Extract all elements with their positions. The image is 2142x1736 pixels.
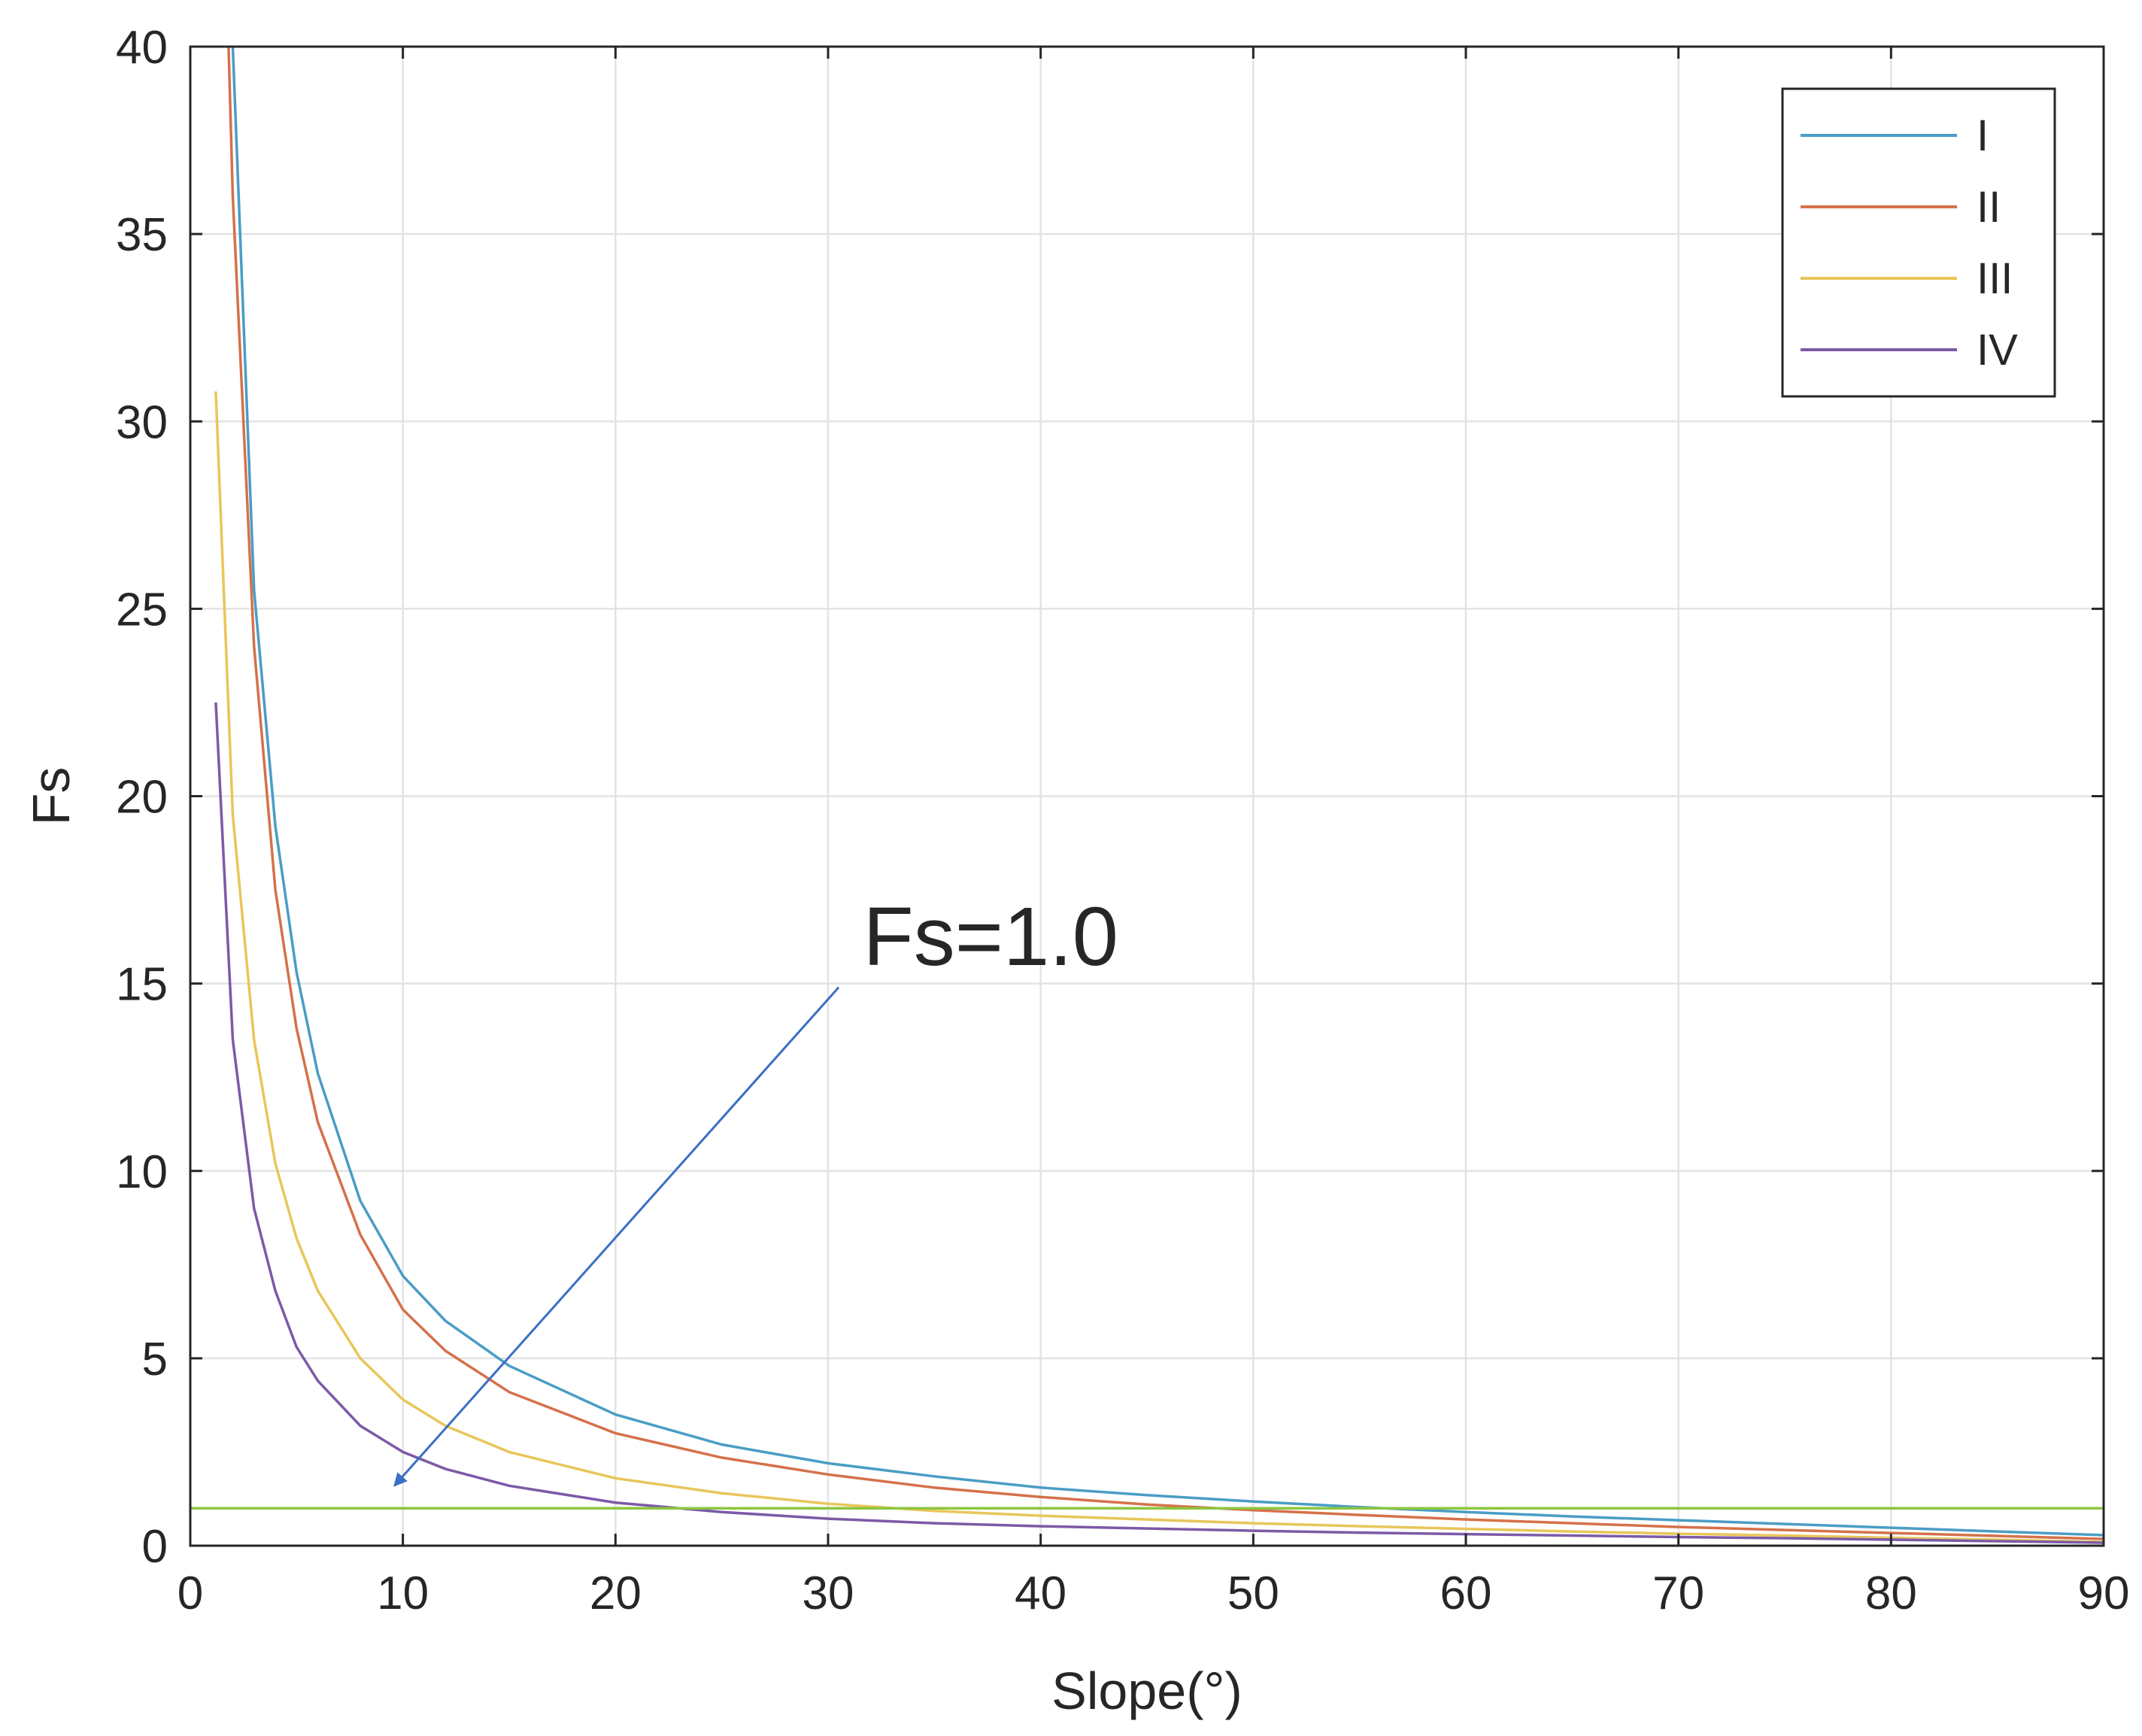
annotation-label: Fs=1.0 [863,891,1118,983]
y-tick-label: 25 [116,584,168,636]
legend-label-I: I [1977,111,1989,160]
tick-layer: 0 10 20 30 40 50 60 70 80 90 0 5 10 15 20 25 30 35 40 [116,22,2129,1619]
legend-box [1781,87,2056,398]
annotation-layer: Fs=1.0 [393,891,1118,1487]
x-tick-label: 0 [177,1568,203,1619]
y-tick-label: 35 [116,209,168,261]
legend-label-III: III [1977,254,2013,303]
series-line-IV [214,702,2104,1544]
x-tick-label: 80 [1865,1568,1917,1619]
x-tick-label: 40 [1015,1568,1066,1619]
y-tick-label: 0 [142,1521,168,1573]
y-tick-label: 15 [116,959,168,1011]
grid-layer [190,47,2104,1546]
legend-label-II: II [1977,183,2001,232]
x-tick-label: 10 [377,1568,429,1619]
legend-label-IV: IV [1977,326,2018,375]
x-tick-label: 50 [1227,1568,1279,1619]
annotation-arrow [393,986,840,1487]
y-tick-label: 10 [116,1146,168,1198]
x-tick-label: 20 [590,1568,642,1619]
y-tick-label: 30 [116,396,168,448]
y-axis-title: Fs [22,767,80,826]
x-tick-label: 90 [2078,1568,2130,1619]
series-line-II [227,47,2104,1540]
x-tick-label: 30 [802,1568,854,1619]
x-tick-label: 60 [1440,1568,1492,1619]
x-tick-label: 70 [1652,1568,1704,1619]
y-tick-label: 20 [116,772,168,824]
series-line-I [231,47,2104,1537]
y-tick-label: 40 [116,22,168,74]
x-axis-title: Slope(°) [1051,1662,1242,1720]
y-tick-label: 5 [142,1334,168,1385]
